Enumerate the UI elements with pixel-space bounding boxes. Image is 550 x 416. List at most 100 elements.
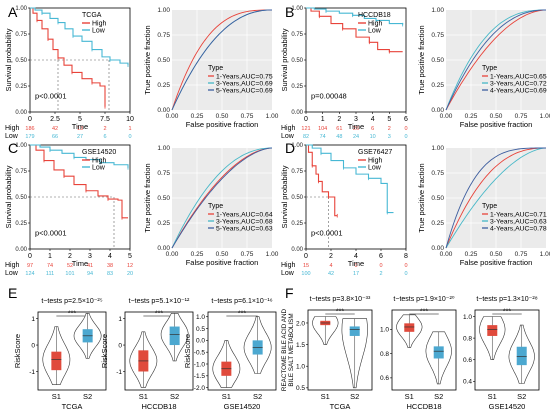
risk-table-low-value: 0 xyxy=(404,271,407,277)
roc-legend-label: 1-Years,AUC=0.71 xyxy=(490,212,547,219)
roc-ytick-label: 0.25 xyxy=(431,220,444,227)
panel-letter-d: D xyxy=(285,140,295,156)
violin-box-s1 xyxy=(487,325,498,336)
risk-table-low-label: Low xyxy=(281,133,295,140)
km-xtick-label: 2 xyxy=(337,116,341,123)
roc-ytick-label: 0.75 xyxy=(157,170,170,177)
violin-y-axis-label: RiskScore xyxy=(100,334,109,368)
risk-table-low-label: Low xyxy=(5,133,19,140)
risk-table-high-value: 1 xyxy=(128,126,131,132)
km-xtick-label: 0 xyxy=(28,116,32,123)
risk-table-high-value: 61 xyxy=(336,126,342,132)
km-ytick-label: 0.75 xyxy=(291,32,303,38)
roc-x-axis-label: False positive fraction xyxy=(460,120,533,129)
km-ytick-label: 0.50 xyxy=(291,58,303,64)
roc-x-axis-label: False positive fraction xyxy=(186,120,259,129)
km-ytick-label: 0.25 xyxy=(15,221,27,227)
violin-ytick-label: -0.5 xyxy=(194,349,206,356)
roc-ytick-label: 1.00 xyxy=(157,7,170,14)
km-ytick-label: 0.25 xyxy=(291,221,303,227)
km-plot-area xyxy=(305,7,407,113)
roc-xtick-label: 0.50 xyxy=(216,113,229,120)
violin-ytick-label: 1.0 xyxy=(196,314,205,321)
km-curve-high xyxy=(306,144,338,217)
roc-xtick-label: 0.25 xyxy=(465,251,478,258)
roc-ytick-label: 0.25 xyxy=(431,82,444,89)
km-curve-high xyxy=(306,7,403,53)
km-legend-label: High xyxy=(368,21,383,28)
roc-xtick-label: 0.50 xyxy=(490,251,503,258)
km-curve-low xyxy=(306,144,394,214)
roc-ytick-label: 0.75 xyxy=(431,32,444,39)
violin-test-pvalue: t−tests p=1.9×10⁻²⁰ xyxy=(393,295,454,303)
km-legend-title: GSE76427 xyxy=(358,149,392,156)
km-ytick-label: 1.00 xyxy=(291,143,303,149)
panel-letter-b: B xyxy=(285,4,294,20)
roc-legend-label: 1-Years,AUC=0.75 xyxy=(216,74,273,81)
risk-table-low-label: Low xyxy=(5,270,19,277)
roc-legend-label: 4-Years,AUC=0.69 xyxy=(490,88,547,95)
risk-table-high-value: 12 xyxy=(127,263,133,269)
roc-xtick-label: 0.00 xyxy=(440,113,453,120)
roc-curve-1 xyxy=(171,147,273,249)
panel-letter-f: F xyxy=(285,285,294,301)
km-p-value: p=0.00048 xyxy=(311,91,347,100)
violin-group-label: S1 xyxy=(222,392,231,401)
risk-table-low-value: 83 xyxy=(107,271,113,277)
roc-ytick-label: 0.50 xyxy=(157,195,170,202)
violin-box-s2 xyxy=(516,346,527,366)
roc-plot-3: 0.000.00 0.25 0.25 0.50 0.50 0.75 0.75 1.00 1.00… xyxy=(143,145,279,267)
risk-table-high-value: 0 xyxy=(404,126,407,132)
km-curve-high xyxy=(30,144,128,219)
significance-stars: *** xyxy=(155,311,163,318)
km-xtick-label: 4 xyxy=(108,253,112,260)
km-legend-label: High xyxy=(368,158,383,165)
km-xtick-label: 8 xyxy=(404,253,408,260)
violin-box-s1 xyxy=(404,323,415,332)
violin-group-label: S1 xyxy=(52,392,61,401)
risk-table-high-value: 74 xyxy=(47,263,53,269)
km-ytick-label: 1.00 xyxy=(15,143,27,149)
km-xtick-label: 1 xyxy=(321,116,325,123)
risk-table-high-value: 26 xyxy=(353,126,359,132)
km-ytick-label: 0.00 xyxy=(291,247,303,253)
violin-plot-3: -2.0 -1.5 -1.0 -0.5 0.0 0.5 1.0 t−tests p=6.1×1… xyxy=(183,298,277,411)
violin-ytick-label: 1.0 xyxy=(296,364,305,371)
roc-curve-1 xyxy=(171,9,272,111)
violin-ytick-label: 0.5 xyxy=(296,385,305,392)
km-x-axis-label: Time xyxy=(348,122,364,131)
violin-ytick-label: -1 xyxy=(116,369,122,376)
violin-y-axis-label: RiskScore xyxy=(183,334,192,368)
risk-table-high-value: 104 xyxy=(318,126,327,132)
roc-ytick-label: 1.00 xyxy=(157,145,170,152)
risk-table-low-value: 100 xyxy=(301,271,310,277)
km-plot-tcga: 0.00 0.25 0.50 0.75 1.00 0 186 179 2.5 42 66 5 13 27 7… xyxy=(4,6,134,140)
violin-dataset-label: HCCDB18 xyxy=(141,402,176,411)
violin-ytick-label: -1 xyxy=(29,369,35,376)
violin-group-label: S2 xyxy=(253,392,262,401)
violin-ytick-label: 0.6 xyxy=(380,375,389,382)
km-legend-label: Low xyxy=(368,28,382,35)
km-plot-gse76427: 0.00 0.25 0.50 0.75 1.00 0 15 100 2 4 42 4 0 17 6 0 2 8 0 0… xyxy=(280,143,408,277)
km-p-value: p<0.0001 xyxy=(35,228,67,237)
roc-xtick-label: 0.25 xyxy=(191,251,204,258)
violin-ytick-label: -1.5 xyxy=(194,373,206,380)
risk-table-high-value: 41 xyxy=(87,263,93,269)
roc-legend-label: 3-Years,AUC=0.63 xyxy=(490,219,547,226)
roc-xtick-label: 0.75 xyxy=(241,251,254,258)
risk-table-low-value: 111 xyxy=(46,271,54,277)
roc-curve-3 xyxy=(171,9,272,111)
km-xtick-label: 5 xyxy=(387,116,391,123)
roc-y-axis-label: True positive fraction xyxy=(143,25,152,94)
roc-ytick-label: 0.75 xyxy=(157,32,170,39)
roc-x-axis-label: False positive fraction xyxy=(186,258,259,267)
panel-letter-a: A xyxy=(8,4,18,20)
risk-table-low-value: 179 xyxy=(25,134,34,140)
km-ytick-label: 0.50 xyxy=(15,58,27,64)
violin-ytick-label: 0.0 xyxy=(196,338,205,345)
risk-table-low-value: 24 xyxy=(353,134,359,140)
violin-test-pvalue: t−tests p=2.5×10⁻²⁵ xyxy=(41,298,102,305)
violin-ytick-label: -2.0 xyxy=(194,385,206,392)
